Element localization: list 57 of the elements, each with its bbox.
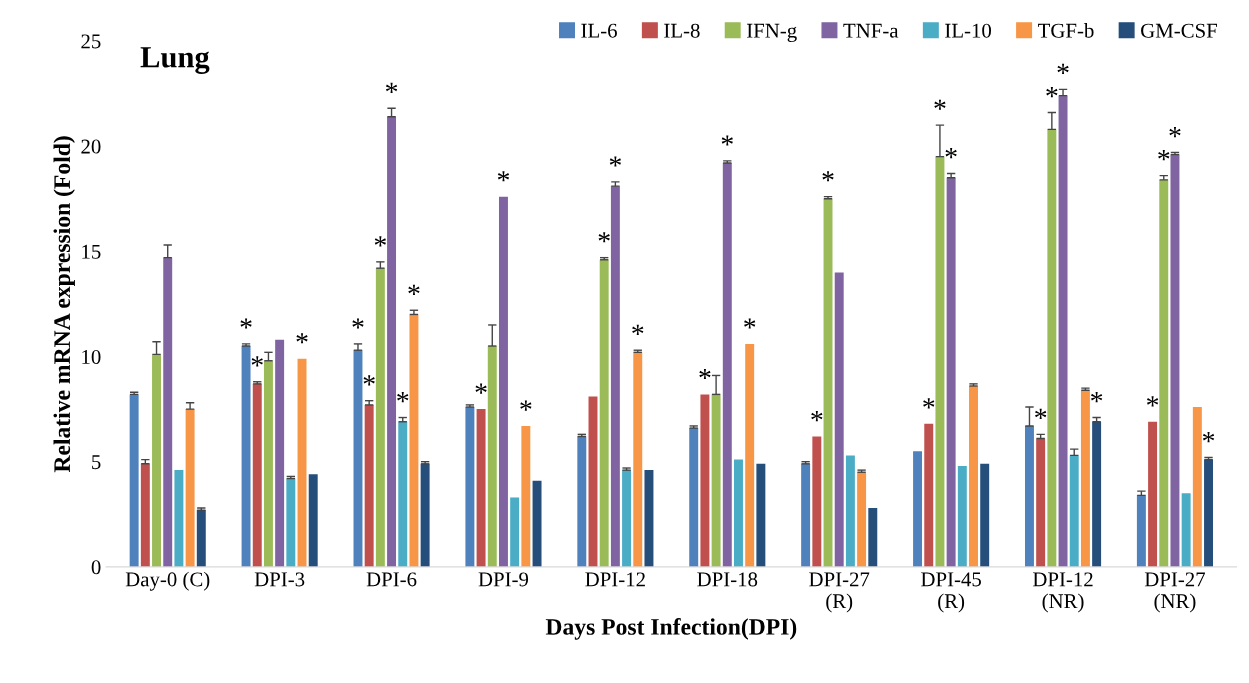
data-label: * <box>923 398 935 409</box>
data-label: * <box>811 410 823 422</box>
data-label: * <box>385 82 398 93</box>
data-label: * <box>1046 87 1058 98</box>
data-label: * <box>822 171 834 182</box>
data-label: * <box>397 392 409 403</box>
legend-label: IL-10 <box>945 23 992 38</box>
data-label: * <box>363 375 375 386</box>
data-label: * <box>945 148 957 159</box>
data-label: * <box>251 356 263 367</box>
y-tick-label: 0 <box>91 560 101 575</box>
chart-title: Lung <box>140 47 210 74</box>
data-label: * <box>475 383 487 394</box>
x-tick-label: DPI-27 (R) <box>809 572 870 613</box>
x-tick-label: DPI-18 <box>697 572 758 587</box>
data-label: * <box>744 318 756 329</box>
data-label: * <box>497 171 510 182</box>
data-label: * <box>699 368 711 380</box>
x-tick-label: DPI-6 <box>366 572 417 587</box>
legend-label: IFN-g <box>747 23 797 42</box>
legend-label: GM-CSF <box>1141 23 1218 38</box>
y-tick-label: 20 <box>81 139 101 154</box>
y-tick-label: 10 <box>82 349 101 364</box>
legend-label: IL-8 <box>664 23 700 38</box>
legend-label: TNF-a <box>843 23 899 38</box>
y-tick-label: 15 <box>82 244 101 259</box>
data-label: * <box>1146 396 1159 407</box>
data-label: * <box>1169 126 1181 138</box>
data-label: * <box>721 135 733 146</box>
data-label: * <box>598 232 610 243</box>
x-tick-label: DPI-45 (R) <box>921 572 981 613</box>
x-tick-label: DPI-12 <box>585 572 645 587</box>
y-tick-label: 5 <box>92 455 101 470</box>
data-label: * <box>934 99 946 110</box>
data-label: * <box>374 236 386 247</box>
data-label: * <box>352 318 364 329</box>
x-tick-label: DPI-12 (NR) <box>1032 572 1093 613</box>
data-label: * <box>1057 63 1069 75</box>
data-label: * <box>1035 408 1047 420</box>
x-tick-label: Day-0 (C) <box>125 571 210 591</box>
data-label: * <box>240 318 252 329</box>
y-tick-label: 25 <box>81 34 101 49</box>
legend-label: IL-6 <box>581 23 617 38</box>
data-label: * <box>1158 150 1170 161</box>
legend-label: TGF-b <box>1038 23 1094 38</box>
x-axis-title: Days Post Infection(DPI) <box>545 617 797 640</box>
x-tick-label: DPI-3 <box>254 572 305 587</box>
data-label: * <box>520 400 532 411</box>
y-axis-title: Relative mRNA expression (Fold) <box>53 136 75 473</box>
data-label: * <box>1091 392 1103 403</box>
x-tick-label: DPI-9 <box>478 572 529 587</box>
x-tick-label: DPI-27 (NR) <box>1144 572 1206 613</box>
data-label: * <box>632 324 644 335</box>
data-label: * <box>609 156 621 167</box>
data-label: * <box>408 284 420 295</box>
data-label: * <box>1202 432 1215 443</box>
data-label: * <box>296 333 308 344</box>
